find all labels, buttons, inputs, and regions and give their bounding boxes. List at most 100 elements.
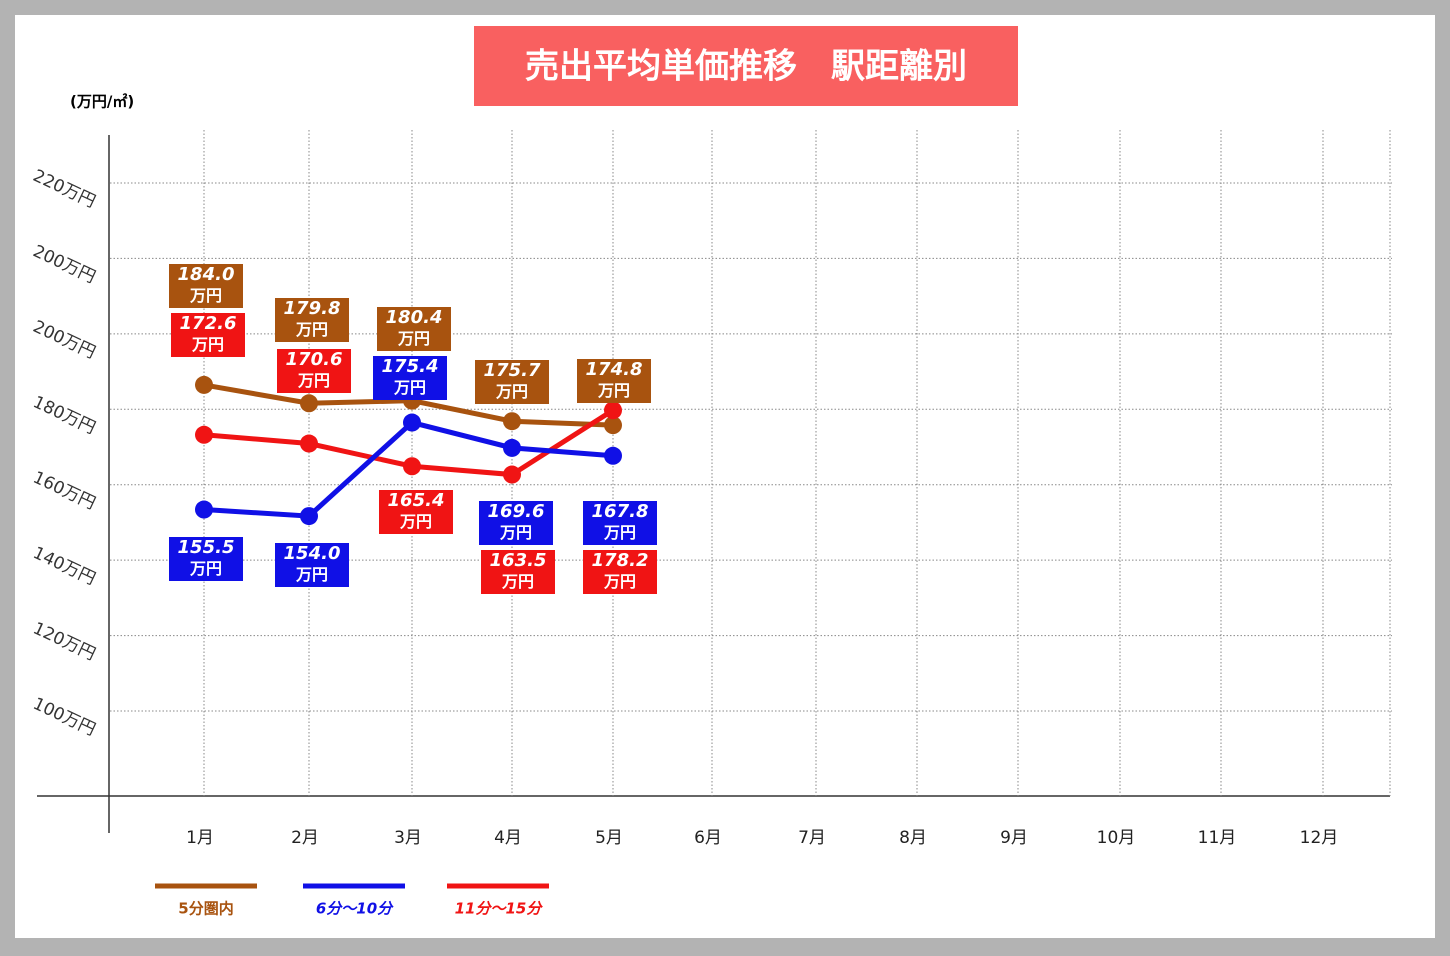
legend-label: 11分～15分	[455, 900, 544, 918]
data-point	[195, 375, 213, 394]
data-label-box	[169, 537, 243, 581]
x-tick-label: 7月	[798, 828, 826, 848]
data-label-box	[379, 490, 453, 534]
data-label-number: 180.4	[386, 307, 443, 328]
data-label-unit: 万円	[189, 286, 222, 305]
data-label-unit: 万円	[499, 523, 532, 542]
data-label-unit: 万円	[603, 523, 636, 542]
data-label-number: 175.7	[484, 360, 541, 381]
data-label-number: 155.5	[178, 537, 235, 558]
data-label-unit: 万円	[393, 378, 426, 397]
data-point	[604, 446, 622, 465]
data-point	[300, 507, 318, 526]
x-tick-label: 1月	[186, 828, 214, 848]
title-box	[474, 26, 1018, 106]
data-label-unit: 万円	[297, 371, 330, 390]
data-label-number: 184.0	[178, 264, 235, 285]
data-label-box	[377, 307, 451, 351]
data-label: 184.0 万円	[178, 264, 235, 305]
data-label: 179.8 万円	[284, 298, 341, 339]
data-label-number: 154.0	[284, 543, 341, 564]
x-tick-label: 9月	[1000, 828, 1028, 848]
data-label: 180.4 万円	[386, 307, 443, 348]
data-point	[195, 425, 213, 444]
data-label: 163.5 万円	[490, 550, 547, 591]
data-label-box	[583, 501, 657, 545]
data-label-number: 165.4	[388, 490, 445, 511]
data-label: 175.7 万円	[484, 360, 541, 401]
data-label-unit: 万円	[597, 381, 630, 400]
data-point	[300, 394, 318, 413]
x-tick-label: 4月	[494, 828, 522, 848]
data-label-box	[275, 298, 349, 342]
data-point	[195, 500, 213, 519]
data-label-number: 163.5	[490, 550, 547, 571]
data-label-box	[479, 501, 553, 545]
y-tick-label: 180万円	[30, 392, 99, 438]
data-label: 178.2 万円	[592, 550, 649, 591]
data-point	[300, 434, 318, 453]
y-tick-label: 100万円	[30, 694, 99, 740]
y-tick-label: 220万円	[30, 166, 99, 212]
data-label: 169.6 万円	[488, 501, 545, 542]
data-label-box	[275, 543, 349, 587]
data-label: 174.8 万円	[586, 359, 643, 400]
data-label: 172.6 万円	[180, 313, 237, 354]
x-tick-label: 3月	[394, 828, 422, 848]
x-tick-label: 11月	[1198, 828, 1237, 848]
data-point	[604, 416, 622, 435]
y-tick-label: 140万円	[30, 543, 99, 589]
data-label: 167.8 万円	[592, 501, 649, 542]
data-label-unit: 万円	[399, 512, 432, 531]
data-label-number: 174.8	[586, 359, 643, 380]
data-point	[403, 457, 421, 476]
data-label-box	[169, 264, 243, 308]
data-label-number: 172.6	[180, 313, 237, 334]
data-label-number: 179.8	[284, 298, 341, 319]
y-tick-label: 120万円	[30, 619, 99, 665]
data-label: 175.4 万円	[382, 356, 439, 397]
frame	[15, 15, 1435, 938]
data-label-box	[171, 313, 245, 357]
data-point	[403, 413, 421, 432]
data-label-box	[481, 550, 555, 594]
data-label-unit: 万円	[295, 320, 328, 339]
x-tick-label: 6月	[694, 828, 722, 848]
data-label-box	[277, 349, 351, 393]
data-label-number: 175.4	[382, 356, 439, 377]
data-point	[604, 401, 622, 420]
chart-title: 売出平均単価推移 駅距離別	[525, 47, 967, 87]
data-label-unit: 万円	[295, 565, 328, 584]
data-label-number: 169.6	[488, 501, 545, 522]
data-label: 155.5 万円	[178, 537, 235, 578]
data-label-number: 170.6	[286, 349, 343, 370]
data-label-box	[583, 550, 657, 594]
data-label: 154.0 万円	[284, 543, 341, 584]
data-label-unit: 万円	[501, 572, 534, 591]
data-point	[503, 465, 521, 484]
y-tick-label: 200万円	[30, 241, 99, 287]
x-tick-label: 2月	[291, 828, 319, 848]
x-tick-label: 10月	[1097, 828, 1136, 848]
x-tick-label: 5月	[595, 828, 623, 848]
data-label-unit: 万円	[189, 559, 222, 578]
data-label-box	[373, 356, 447, 400]
data-label: 170.6 万円	[286, 349, 343, 390]
y-tick-label: 160万円	[30, 468, 99, 514]
data-point	[503, 438, 521, 457]
data-label-unit: 万円	[603, 572, 636, 591]
data-label-number: 178.2	[592, 550, 649, 571]
legend-label: 5分圏内	[178, 900, 233, 918]
data-label-unit: 万円	[191, 335, 224, 354]
data-label-number: 167.8	[592, 501, 649, 522]
data-label: 165.4 万円	[388, 490, 445, 531]
x-tick-label: 12月	[1300, 828, 1339, 848]
x-tick-label: 8月	[899, 828, 927, 848]
y-axis-label: (万円/㎡)	[70, 93, 134, 111]
data-point	[503, 412, 521, 431]
data-label-box	[475, 360, 549, 404]
data-label-unit: 万円	[397, 329, 430, 348]
data-label-box	[577, 359, 651, 403]
data-label-unit: 万円	[495, 382, 528, 401]
